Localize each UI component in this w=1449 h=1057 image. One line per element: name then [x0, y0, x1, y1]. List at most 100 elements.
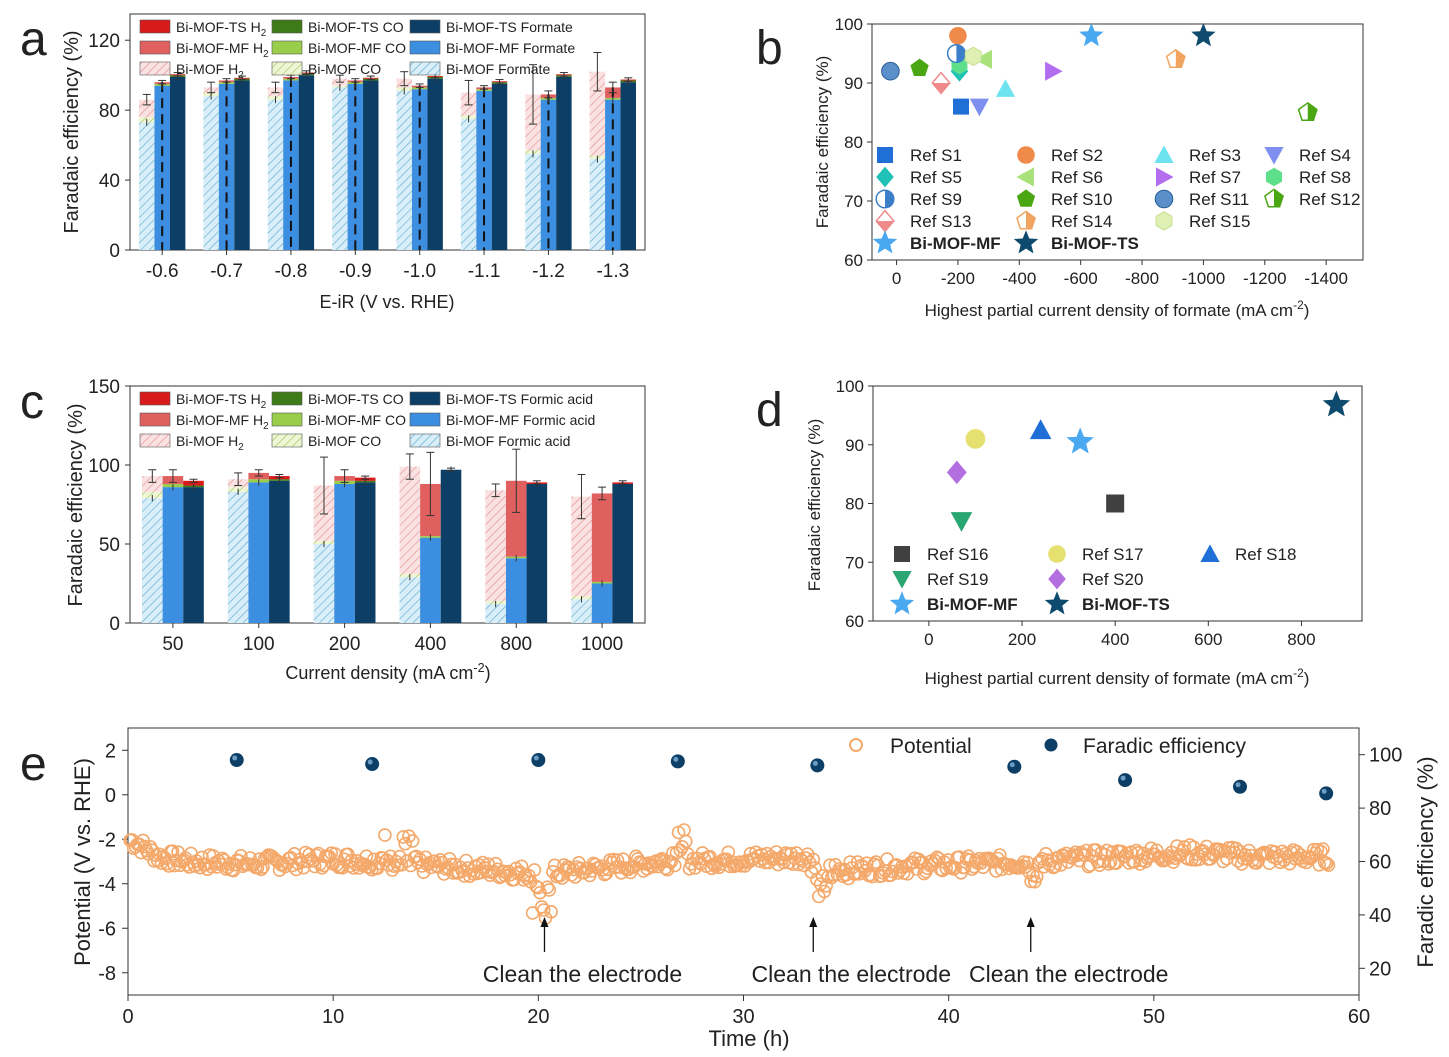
fe-point — [229, 753, 244, 768]
legend-label: Ref S12 — [1299, 190, 1360, 209]
bar-bi-mof-h2 — [142, 476, 163, 492]
bar-bi-mof-formate — [460, 118, 477, 250]
y-tick-label: 100 — [88, 456, 120, 477]
legend-fe-marker — [1044, 738, 1058, 752]
legend-swatch — [409, 40, 441, 55]
bar-bi-mof-formate — [525, 153, 541, 250]
bar-bi-mof-ts-formate — [298, 75, 315, 251]
legend-label: Ref S2 — [1051, 146, 1103, 165]
y-tick-right-label: 20 — [1369, 958, 1391, 980]
y-tick-label: 100 — [836, 377, 864, 396]
x-tick-label: -0.6 — [146, 261, 179, 282]
point-marker — [952, 98, 969, 115]
bar-bi-mof-formate — [399, 577, 421, 623]
legend-label: Ref S4 — [1299, 146, 1351, 165]
x-tick-label: -1.3 — [596, 261, 629, 282]
fe-point-highlight — [812, 760, 818, 766]
x-tick-label: 1000 — [581, 634, 623, 655]
label-sup: -2 — [473, 661, 484, 675]
x-tick-label: 100 — [243, 634, 275, 655]
legend-label: Ref S15 — [1189, 212, 1250, 231]
x-tick-label: 400 — [1101, 630, 1129, 649]
potential-point — [817, 884, 832, 899]
legend-label: Bi-MOF-TS Formic acid — [446, 391, 593, 407]
potential-point — [544, 904, 558, 919]
bar-bi-mof-formate — [267, 99, 284, 250]
point-marker — [1079, 23, 1104, 47]
legend-swatch — [139, 19, 171, 34]
potential-point — [1186, 840, 1201, 855]
y-tick-label: 60 — [845, 612, 864, 631]
legend-label: Ref S20 — [1082, 570, 1143, 589]
legend-label: Bi-MOF-MF — [927, 595, 1018, 614]
legend-label: Bi-MOF Formate — [446, 61, 550, 77]
potential-point — [654, 851, 669, 866]
point-marker — [1017, 146, 1035, 164]
label-sub: 2 — [238, 70, 243, 81]
y-tick-label: 0 — [109, 241, 120, 262]
x-tick-label: 800 — [1287, 630, 1315, 649]
bar-bi-mof-mf-h2 — [505, 480, 527, 557]
bar-bi-mof-formate — [142, 498, 163, 623]
legend-label: Bi-MOF CO — [308, 61, 381, 77]
bar-bi-mof-mf-formate — [420, 537, 441, 623]
potential-point — [1316, 842, 1330, 856]
legend-label: Ref S19 — [927, 570, 988, 589]
point-marker — [1048, 545, 1066, 563]
legend-swatch — [271, 40, 303, 55]
point-marker — [1156, 167, 1174, 187]
legend-label: Bi-MOF H2 — [176, 61, 244, 81]
bar-bi-mof-formate — [589, 159, 606, 250]
legend-label: Bi-MOF CO — [308, 433, 381, 449]
label-sub: 2 — [238, 442, 243, 453]
label-sup: -2 — [1293, 666, 1304, 680]
y-tick-label: -6 — [98, 918, 116, 940]
x-tick-label: -1.1 — [468, 261, 501, 282]
bar-bi-mof-h2 — [589, 71, 606, 156]
y-tick-label: 80 — [845, 495, 864, 514]
potential-point — [542, 883, 557, 897]
point-marker — [965, 428, 986, 449]
potential-point — [1216, 854, 1230, 869]
label-sub: 2 — [261, 400, 266, 411]
legend-label: Bi-MOF-TS CO — [308, 391, 404, 407]
bar-bi-mof-ts-formate — [427, 78, 443, 250]
point-marker — [1016, 167, 1034, 187]
point-marker — [946, 460, 967, 485]
legend-label: Ref S5 — [910, 168, 962, 187]
fe-point — [531, 753, 546, 768]
x-tick-label: -1.2 — [532, 261, 565, 282]
panel-d: d 60 70 80 90 100 0 200 400 600 800 Ref S16 Ref S17 R… — [756, 377, 1363, 688]
potential-point — [1101, 857, 1116, 871]
potential-point — [806, 852, 821, 867]
fe-point-highlight — [1120, 775, 1126, 781]
label-part: Bi-MOF-TS H — [176, 19, 261, 35]
bar-bi-mof-ts-formate — [269, 480, 290, 623]
legend-label: Ref S3 — [1189, 146, 1241, 165]
x-tick-label: 20 — [527, 1006, 549, 1028]
bar-bi-mof-ts-formate — [526, 483, 548, 623]
bar-bi-mof-formate — [313, 544, 335, 623]
potential-point — [398, 836, 413, 851]
legend-swatch — [409, 19, 441, 34]
potential-point — [610, 853, 625, 868]
potential-point — [520, 871, 534, 886]
bar-bi-mof-formate — [396, 90, 412, 250]
legend-label: Ref S1 — [910, 146, 962, 165]
y-axis-label-left: Potential (V vs. RHE) — [70, 758, 95, 966]
bar-bi-mof-ts-formate — [491, 83, 508, 250]
bar-bi-mof-ts-formate — [234, 80, 250, 250]
point-marker — [881, 61, 900, 81]
y-tick-label: 0 — [105, 785, 116, 807]
x-tick-label: 600 — [1194, 630, 1222, 649]
point-marker — [974, 49, 993, 69]
fe-point-highlight — [533, 755, 539, 761]
label-part: ) — [1304, 669, 1310, 688]
point-marker — [877, 147, 893, 163]
fe-point-highlight — [367, 759, 373, 765]
fe-point-highlight — [1009, 762, 1015, 768]
panel-letter: a — [20, 13, 47, 66]
potential-point — [488, 856, 503, 871]
panel-a: a 0 40 80 120 -0.6 -0.7 -0.8 -0.9 -1.0 -1.1 -1.2 -1.… — [20, 13, 646, 312]
